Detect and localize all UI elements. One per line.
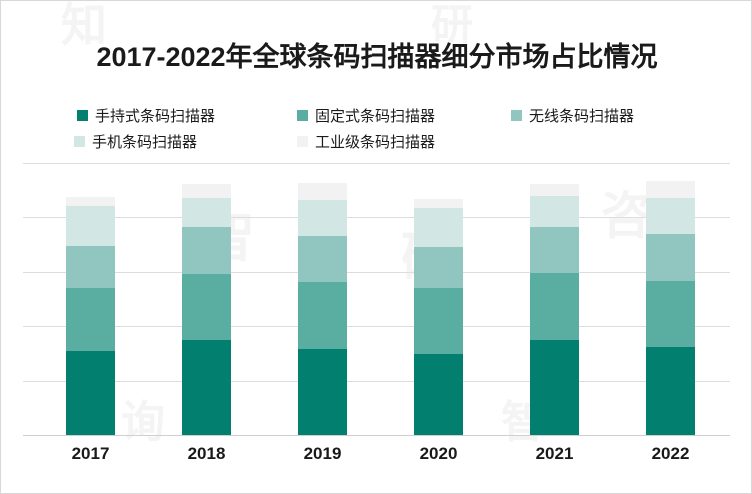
bar-column[interactable] [182,184,231,436]
bar-segment[interactable] [298,183,347,200]
gridline [23,326,730,328]
bar-series-group [23,163,730,436]
bar-segment[interactable] [298,282,347,349]
x-axis-line [23,435,730,436]
gridline [23,380,730,382]
legend-item-industrial[interactable]: 工业级条码扫描器 [297,128,497,154]
legend-swatch-icon [297,109,308,121]
chart-legend: 手持式条码扫描器 固定式条码扫描器 无线条码扫描器 手机条码扫描器 工业级条码扫… [1,102,751,154]
bar-column[interactable] [646,181,695,436]
bar-segment[interactable] [66,205,115,247]
bar-segment[interactable] [414,287,463,355]
bar-segment[interactable] [182,197,231,228]
bar-column[interactable] [530,183,579,436]
bar-segment[interactable] [646,197,695,235]
x-axis-tick-label: 2018 [187,444,226,463]
bar-segment[interactable] [414,247,463,288]
bar-segment[interactable] [298,348,347,436]
bar-segment[interactable] [182,184,231,198]
x-axis-tick-label: 2022 [651,444,690,463]
bar-segment[interactable] [66,288,115,352]
bar-column[interactable] [414,198,463,436]
x-axis-tick-label: 2021 [535,444,574,463]
bar-segment[interactable] [530,196,579,227]
gridline [23,217,730,219]
bar-segment[interactable] [646,347,695,436]
bar-segment[interactable] [182,227,231,275]
bar-segment[interactable] [414,198,463,208]
bar-segment[interactable] [414,207,463,248]
bar-segment[interactable] [66,196,115,206]
bar-segment[interactable] [66,246,115,289]
legend-label: 手机条码扫描器 [92,134,198,151]
bar-segment[interactable] [530,273,579,340]
bar-segment[interactable] [66,351,115,436]
legend-swatch-icon [511,109,522,121]
x-axis-tick-label: 2020 [419,444,458,463]
bar-segment[interactable] [646,181,695,198]
bar-segment[interactable] [298,235,347,283]
legend-label: 工业级条码扫描器 [315,134,436,151]
legend-swatch-icon [77,109,88,121]
x-axis-tick-label: 2017 [71,444,110,463]
bar-segment[interactable] [646,280,695,348]
gridline [23,163,730,164]
legend-label: 无线条码扫描器 [529,108,635,125]
bar-segment[interactable] [182,340,231,436]
bar-segment[interactable] [182,274,231,341]
bar-segment[interactable] [530,183,579,197]
legend-item-fixed[interactable]: 固定式条码扫描器 [297,102,511,128]
legend-item-wireless[interactable]: 无线条码扫描器 [511,102,711,128]
bar-segment[interactable] [530,339,579,436]
plot-area [23,163,730,436]
legend-item-mobile[interactable]: 手机条码扫描器 [74,128,297,154]
legend-swatch-icon [297,135,308,147]
gridline [23,271,730,273]
bar-segment[interactable] [646,234,695,281]
bar-segment[interactable] [414,354,463,436]
legend-item-handheld[interactable]: 手持式条码扫描器 [77,102,297,128]
chart-title: 2017-2022年全球条码扫描器细分市场占比情况 [96,42,658,72]
bar-segment[interactable] [298,199,347,236]
bar-column[interactable] [66,196,115,436]
bar-segment[interactable] [530,226,579,274]
x-axis-labels: 2017 2018 2019 2020 2021 2022 [23,444,730,474]
bar-column[interactable] [298,183,347,436]
legend-label: 固定式条码扫描器 [315,108,436,125]
legend-swatch-icon [74,135,85,147]
x-axis-tick-label: 2019 [303,444,342,463]
legend-label: 手持式条码扫描器 [95,108,216,125]
